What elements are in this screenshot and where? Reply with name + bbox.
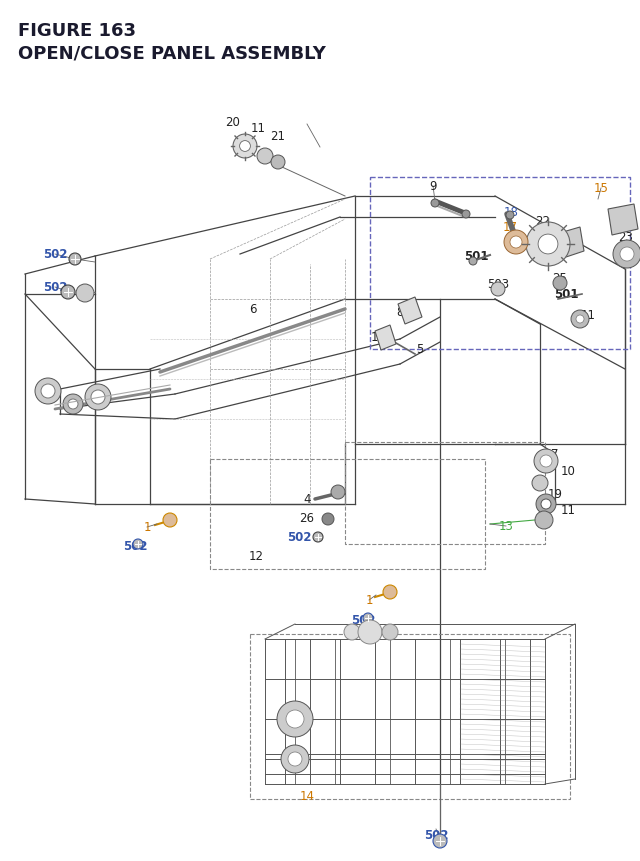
Circle shape [358, 620, 382, 644]
Circle shape [620, 248, 634, 262]
Circle shape [535, 511, 553, 530]
Circle shape [91, 391, 105, 405]
Circle shape [469, 257, 477, 266]
Circle shape [383, 585, 397, 599]
Text: 26: 26 [300, 512, 314, 525]
Text: 2: 2 [92, 390, 99, 403]
Circle shape [462, 211, 470, 219]
Text: 9: 9 [429, 180, 436, 193]
Circle shape [163, 513, 177, 528]
Polygon shape [398, 298, 422, 325]
Text: 18: 18 [504, 207, 518, 220]
Circle shape [322, 513, 334, 525]
Circle shape [536, 494, 556, 514]
Text: OPEN/CLOSE PANEL ASSEMBLY: OPEN/CLOSE PANEL ASSEMBLY [18, 45, 326, 63]
Text: 21: 21 [271, 129, 285, 142]
Circle shape [534, 449, 558, 474]
Circle shape [613, 241, 640, 269]
Text: 7: 7 [551, 448, 559, 461]
Text: 1: 1 [143, 521, 151, 534]
Circle shape [239, 141, 250, 152]
Circle shape [526, 223, 570, 267]
Text: 3: 3 [64, 399, 72, 412]
Text: 502: 502 [43, 248, 67, 261]
Circle shape [233, 135, 257, 158]
Text: 20: 20 [225, 115, 241, 128]
Text: 502: 502 [424, 828, 448, 841]
Circle shape [257, 149, 273, 164]
Text: 19: 19 [547, 488, 563, 501]
Circle shape [76, 285, 94, 303]
Text: 6: 6 [249, 303, 257, 316]
Circle shape [553, 276, 567, 291]
Circle shape [35, 379, 61, 405]
Text: 11: 11 [580, 309, 595, 322]
Circle shape [344, 624, 360, 641]
Circle shape [576, 316, 584, 324]
Circle shape [540, 455, 552, 468]
Circle shape [133, 539, 143, 549]
Circle shape [286, 710, 304, 728]
Text: 17: 17 [502, 221, 518, 234]
Circle shape [382, 624, 398, 641]
Text: 502: 502 [287, 531, 311, 544]
Polygon shape [556, 228, 584, 260]
Text: 14: 14 [300, 790, 314, 802]
Text: 2: 2 [38, 381, 45, 394]
Text: 503: 503 [487, 278, 509, 291]
Circle shape [68, 400, 78, 410]
Text: 501: 501 [554, 288, 579, 301]
Text: 24: 24 [548, 232, 563, 245]
Circle shape [277, 701, 313, 737]
Circle shape [288, 753, 302, 766]
Polygon shape [375, 325, 396, 350]
Text: 501: 501 [464, 251, 488, 263]
Text: 10: 10 [561, 465, 575, 478]
Text: 502: 502 [351, 614, 375, 627]
Circle shape [431, 200, 439, 208]
Circle shape [510, 237, 522, 249]
Text: 5: 5 [416, 343, 424, 356]
Text: 11: 11 [250, 122, 266, 135]
Circle shape [538, 235, 558, 255]
Text: 502: 502 [43, 282, 67, 294]
Text: 502: 502 [123, 540, 147, 553]
Circle shape [571, 311, 589, 329]
Circle shape [541, 499, 551, 510]
Circle shape [281, 745, 309, 773]
Circle shape [363, 613, 373, 623]
Text: 1: 1 [365, 594, 372, 607]
Text: 23: 23 [619, 232, 634, 245]
Circle shape [331, 486, 345, 499]
Text: 16: 16 [371, 331, 385, 344]
Text: 22: 22 [536, 215, 550, 228]
Text: 12: 12 [248, 550, 264, 563]
Text: 13: 13 [499, 520, 513, 533]
Circle shape [63, 394, 83, 414]
Text: 15: 15 [593, 183, 609, 195]
Circle shape [271, 156, 285, 170]
Circle shape [506, 212, 514, 220]
Text: 4: 4 [303, 493, 311, 506]
Circle shape [313, 532, 323, 542]
Circle shape [491, 282, 505, 297]
Circle shape [41, 385, 55, 399]
Text: 27: 27 [611, 209, 625, 222]
Circle shape [532, 475, 548, 492]
Text: 25: 25 [552, 272, 568, 285]
Circle shape [504, 231, 528, 255]
Text: 11: 11 [561, 504, 575, 517]
Circle shape [69, 254, 81, 266]
Circle shape [433, 834, 447, 848]
Text: FIGURE 163: FIGURE 163 [18, 22, 136, 40]
Circle shape [61, 286, 75, 300]
Text: 8: 8 [396, 307, 404, 319]
Circle shape [85, 385, 111, 411]
Polygon shape [608, 205, 638, 236]
